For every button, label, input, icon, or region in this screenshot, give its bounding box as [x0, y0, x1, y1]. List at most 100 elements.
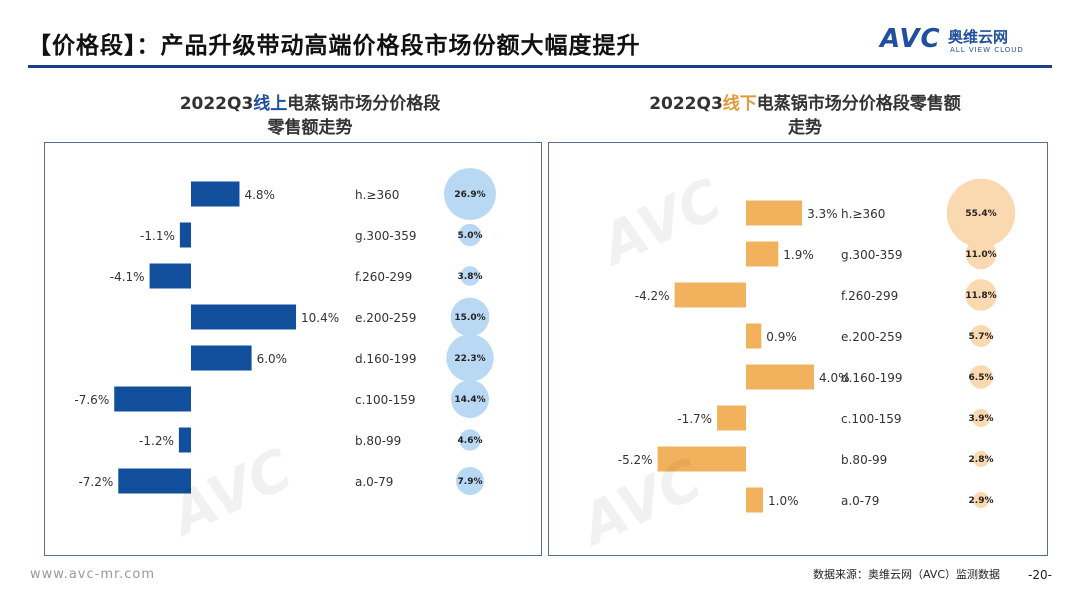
left-value-label-5: -7.6% [74, 393, 109, 407]
left-share-label-4: 22.3% [454, 354, 485, 364]
left-value-label-3: 10.4% [301, 311, 339, 325]
logo-main: AVC [880, 24, 941, 54]
right-title-highlight: 线下 [722, 94, 757, 114]
right-chart-title: 2022Q3线下电蒸锅市场分价格段零售额 走势 [590, 92, 1020, 140]
right-share-bubble-0 [946, 178, 1016, 248]
left-share-bubble-0 [444, 168, 496, 220]
right-share-label-0: 55.4% [965, 209, 996, 219]
left-bar-7 [118, 468, 191, 494]
right-share-label-2: 11.8% [965, 291, 996, 301]
right-share-bubble-7 [973, 492, 989, 508]
right-share-label-7: 2.9% [969, 496, 994, 506]
left-category-label-1: g.300-359 [355, 229, 417, 243]
logo-en: ALL VIEW CLOUD [950, 46, 1024, 54]
right-category-label-7: a.0-79 [841, 494, 879, 508]
left-chart-panel: 4.8% h.≥360 26.9% -1.1% g.300-359 5.0% -4.1% f.… [44, 142, 542, 556]
left-bar-6 [178, 427, 191, 453]
left-category-label-4: d.160-199 [355, 352, 417, 366]
right-category-label-1: g.300-359 [841, 248, 903, 262]
header-divider [28, 65, 1052, 68]
right-value-label-3: 0.9% [766, 330, 797, 344]
left-share-label-7: 7.9% [458, 477, 483, 487]
right-title-line2: 走势 [788, 118, 822, 138]
left-bar-4 [191, 345, 252, 371]
right-value-label-2: -4.2% [635, 289, 670, 303]
right-value-label-1: 1.9% [783, 248, 814, 262]
right-title-pre: 2022Q3 [649, 94, 723, 114]
left-share-bubble-3 [450, 297, 490, 337]
left-share-label-0: 26.9% [454, 190, 485, 200]
right-title-post: 电蒸锅市场分价格段零售额 [756, 94, 961, 114]
right-share-label-6: 2.8% [969, 455, 994, 465]
right-chart-panel: 3.3% h.≥360 55.4% 1.9% g.300-359 11.0% -4.2% f.… [548, 142, 1048, 556]
left-value-label-2: -4.1% [110, 270, 145, 284]
right-bar-0 [746, 200, 803, 226]
right-category-label-0: h.≥360 [841, 207, 885, 221]
right-share-label-3: 5.7% [969, 332, 994, 342]
left-value-label-0: 4.8% [244, 188, 274, 202]
left-share-label-6: 4.6% [458, 436, 483, 446]
left-category-label-7: a.0-79 [355, 475, 393, 489]
left-chart-title: 2022Q3线上电蒸锅市场分价格段 零售额走势 [120, 92, 500, 140]
left-bar-0 [191, 181, 240, 207]
right-category-label-6: b.80-99 [841, 453, 887, 467]
left-category-label-6: b.80-99 [355, 434, 401, 448]
logo-cn: 奥维云网 [948, 28, 1009, 46]
right-bar-4 [746, 364, 814, 390]
left-share-bubble-5 [451, 380, 489, 418]
left-share-bubble-2 [460, 266, 480, 286]
left-share-label-3: 15.0% [454, 313, 485, 323]
left-title-pre: 2022Q3 [179, 94, 254, 114]
left-category-label-0: h.≥360 [355, 188, 399, 202]
right-value-label-4: 4.0% [819, 371, 850, 385]
right-category-label-5: c.100-159 [841, 412, 902, 426]
left-category-label-3: e.200-259 [355, 311, 416, 325]
left-title-highlight: 线上 [253, 94, 288, 114]
left-value-label-7: -7.2% [78, 475, 113, 489]
right-bar-5 [717, 405, 746, 431]
left-share-label-1: 5.0% [458, 231, 483, 241]
right-share-label-5: 3.9% [969, 414, 994, 424]
left-share-bubble-1 [458, 223, 482, 247]
left-category-label-2: f.260-299 [355, 270, 412, 284]
right-value-label-0: 3.3% [807, 207, 838, 221]
left-bar-3 [191, 304, 297, 330]
right-bar-3 [746, 323, 762, 349]
right-bar-7 [746, 487, 763, 513]
left-bar-5 [114, 386, 191, 412]
left-share-label-5: 14.4% [454, 395, 485, 405]
right-chart: 3.3% h.≥360 55.4% 1.9% g.300-359 11.0% -4.2% f.… [618, 178, 1016, 513]
right-share-label-4: 6.5% [969, 373, 994, 383]
right-value-label-5: -1.7% [677, 412, 712, 426]
right-share-bubble-4 [969, 365, 993, 389]
left-chart: 4.8% h.≥360 26.9% -1.1% g.300-359 5.0% -4.1% f.… [74, 168, 496, 496]
right-bar-1 [746, 241, 779, 267]
page-title: 【价格段】：产品升级带动高端价格段市场份额大幅度提升 [28, 33, 641, 59]
left-share-bubble-4 [446, 334, 494, 382]
logo: AVC 奥维云网 ALL VIEW CLOUD [880, 24, 1050, 60]
right-share-bubble-3 [970, 325, 992, 347]
right-share-bubble-6 [973, 451, 989, 467]
right-share-bubble-2 [965, 279, 997, 311]
right-share-label-1: 11.0% [965, 250, 996, 260]
right-value-label-6: -5.2% [618, 453, 653, 467]
right-category-label-2: f.260-299 [841, 289, 898, 303]
left-title-post: 电蒸锅市场分价格段 [287, 94, 441, 114]
left-value-label-6: -1.2% [139, 434, 174, 448]
right-value-label-7: 1.0% [768, 494, 799, 508]
left-share-bubble-7 [455, 466, 485, 496]
right-bar-2 [674, 282, 746, 308]
right-category-label-3: e.200-259 [841, 330, 902, 344]
left-share-label-2: 3.8% [458, 272, 483, 282]
right-share-bubble-5 [971, 408, 991, 428]
footer-source: 数据来源：奥维云网（AVC）监测数据 [812, 568, 1000, 581]
left-value-label-4: 6.0% [257, 352, 288, 366]
footer-page-number: -20- [1028, 568, 1052, 582]
left-category-label-5: c.100-159 [355, 393, 416, 407]
left-share-bubble-6 [459, 429, 481, 451]
left-bar-1 [179, 222, 191, 248]
left-bar-2 [149, 263, 191, 289]
left-title-line2: 零售额走势 [267, 118, 353, 138]
footer-url[interactable]: www.avc-mr.com [30, 567, 156, 582]
right-share-bubble-1 [965, 238, 997, 270]
